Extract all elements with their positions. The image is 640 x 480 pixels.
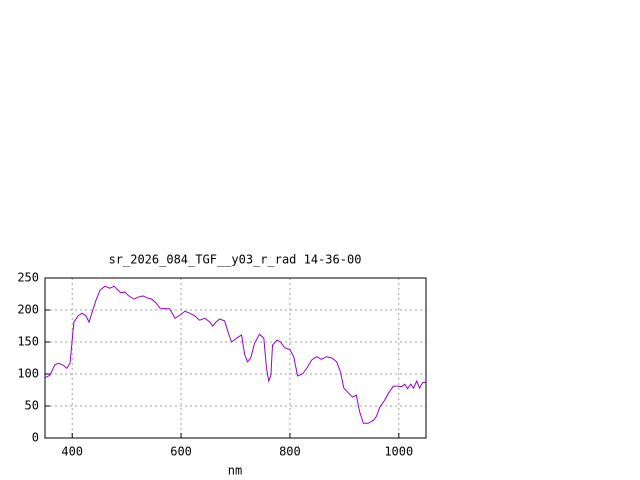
x-tick-label: 1000	[384, 445, 413, 459]
chart-title: sr_2026_084_TGF__y03_r_rad 14-36-00	[109, 253, 362, 267]
y-tick-label: 150	[17, 335, 39, 349]
plot-border	[44, 277, 427, 439]
x-tick-label: 600	[170, 445, 192, 459]
y-tick-label: 250	[17, 271, 39, 285]
y-tick-label: 100	[17, 367, 39, 381]
x-axis-label: nm	[228, 464, 242, 478]
data-line	[44, 285, 426, 424]
x-tick-label: 400	[61, 445, 83, 459]
y-tick-label: 200	[17, 303, 39, 317]
y-tick-label: 50	[25, 399, 39, 413]
x-tick-label: 800	[279, 445, 301, 459]
y-tick-label: 0	[32, 431, 39, 445]
